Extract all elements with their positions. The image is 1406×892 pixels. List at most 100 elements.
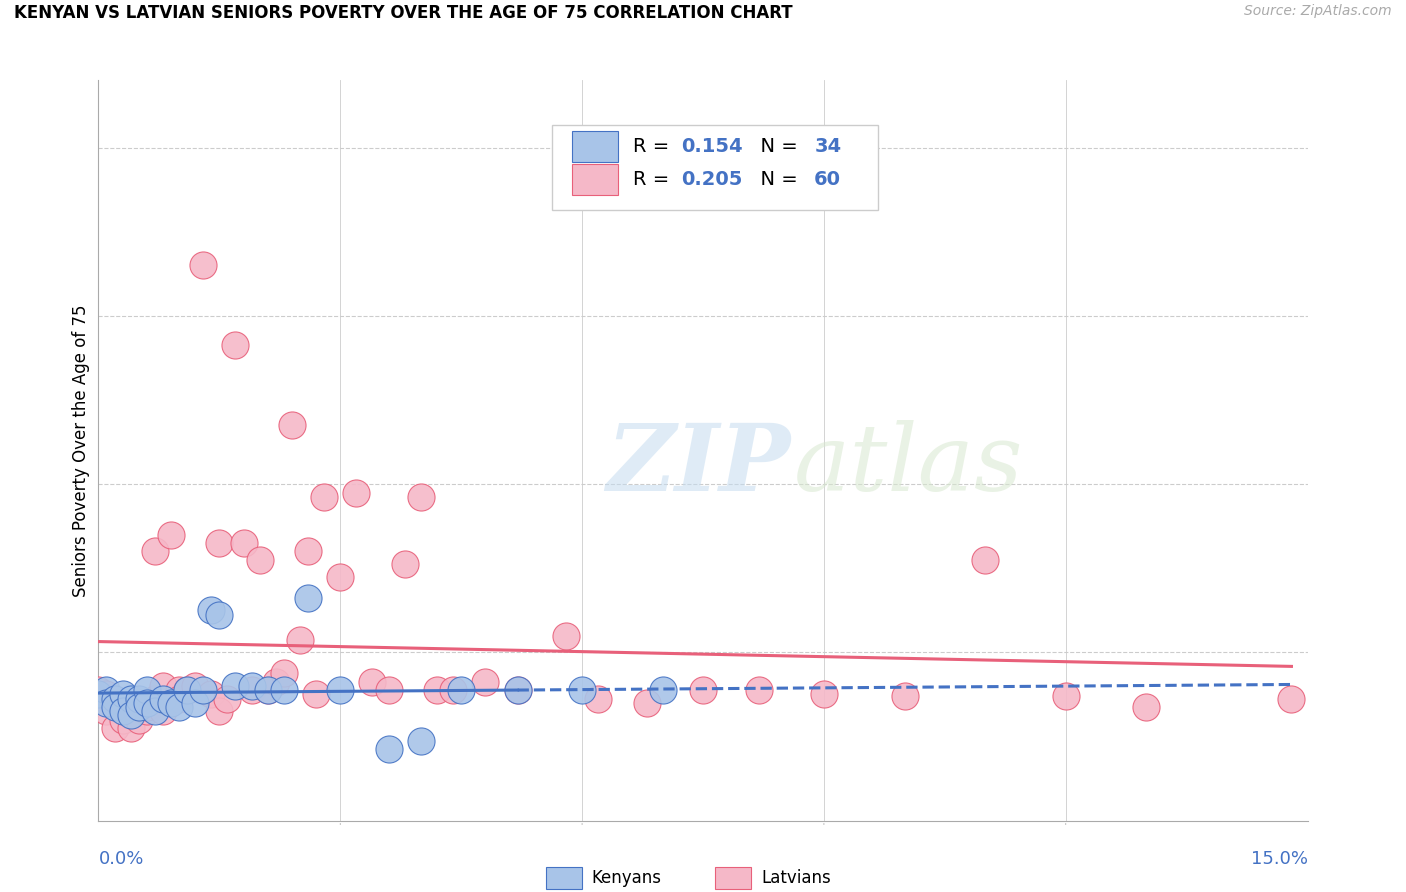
Point: [184, 679, 207, 693]
Point: [103, 696, 125, 710]
Point: [636, 696, 658, 710]
Point: [120, 691, 142, 706]
Point: [506, 683, 529, 698]
Point: [143, 704, 166, 718]
Point: [184, 696, 207, 710]
Text: 0.205: 0.205: [682, 170, 742, 189]
Point: [224, 338, 246, 352]
Point: [176, 683, 198, 698]
Point: [409, 733, 432, 747]
Point: [111, 700, 134, 714]
Point: [240, 683, 263, 698]
Text: N =: N =: [748, 170, 804, 189]
Text: Latvians: Latvians: [761, 870, 831, 888]
Point: [208, 704, 231, 718]
Point: [176, 683, 198, 698]
Point: [143, 544, 166, 558]
FancyBboxPatch shape: [572, 130, 619, 161]
Point: [288, 632, 311, 647]
Point: [1135, 700, 1157, 714]
Point: [208, 607, 231, 622]
Point: [450, 683, 472, 698]
Text: N =: N =: [748, 136, 804, 156]
Point: [361, 674, 384, 689]
Point: [96, 704, 118, 718]
Point: [103, 691, 125, 706]
Point: [152, 679, 174, 693]
Point: [329, 569, 352, 583]
Point: [143, 691, 166, 706]
Point: [474, 674, 496, 689]
FancyBboxPatch shape: [551, 125, 879, 210]
Point: [813, 688, 835, 702]
Point: [96, 696, 118, 710]
Point: [103, 721, 125, 735]
Point: [128, 700, 150, 714]
Point: [111, 704, 134, 718]
Point: [297, 591, 319, 605]
FancyBboxPatch shape: [572, 164, 619, 195]
Point: [87, 688, 110, 702]
Point: [1054, 689, 1077, 703]
Point: [160, 696, 183, 710]
Point: [167, 700, 190, 714]
Point: [152, 704, 174, 718]
Point: [167, 683, 190, 698]
Point: [441, 683, 464, 698]
Point: [120, 708, 142, 723]
Point: [96, 688, 118, 702]
Point: [193, 683, 215, 698]
Point: [571, 683, 593, 698]
Point: [692, 683, 714, 698]
Point: [135, 704, 157, 718]
Point: [152, 691, 174, 706]
Point: [305, 688, 328, 702]
Text: Kenyans: Kenyans: [592, 870, 662, 888]
Y-axis label: Seniors Poverty Over the Age of 75: Seniors Poverty Over the Age of 75: [72, 304, 90, 597]
FancyBboxPatch shape: [716, 867, 751, 889]
Point: [103, 700, 125, 714]
Point: [135, 696, 157, 710]
Text: R =: R =: [633, 136, 675, 156]
Point: [167, 691, 190, 706]
Point: [120, 708, 142, 723]
Text: 15.0%: 15.0%: [1250, 850, 1308, 868]
Point: [555, 628, 578, 642]
Point: [273, 683, 295, 698]
Point: [426, 683, 449, 698]
Point: [264, 674, 287, 689]
Point: [297, 544, 319, 558]
Point: [1281, 691, 1303, 706]
Text: 0.154: 0.154: [682, 136, 742, 156]
Point: [111, 688, 134, 702]
Point: [377, 742, 399, 756]
Point: [135, 683, 157, 698]
Point: [193, 259, 215, 273]
Point: [506, 683, 529, 698]
Point: [128, 691, 150, 706]
Point: [87, 683, 110, 698]
Point: [256, 683, 278, 698]
Point: [111, 713, 134, 727]
Point: [974, 553, 997, 567]
Point: [208, 536, 231, 550]
Text: atlas: atlas: [793, 420, 1024, 510]
Point: [135, 700, 157, 714]
Point: [281, 418, 304, 433]
Text: Source: ZipAtlas.com: Source: ZipAtlas.com: [1244, 4, 1392, 19]
Point: [377, 683, 399, 698]
Point: [160, 527, 183, 541]
Point: [200, 603, 222, 617]
Point: [651, 683, 673, 698]
Point: [120, 721, 142, 735]
Text: 60: 60: [814, 170, 841, 189]
Point: [217, 691, 239, 706]
Text: ZIP: ZIP: [606, 420, 790, 510]
Point: [314, 490, 336, 504]
Point: [586, 691, 609, 706]
Point: [249, 553, 271, 567]
Text: 34: 34: [814, 136, 841, 156]
Point: [344, 485, 367, 500]
Point: [240, 679, 263, 693]
Text: 0.0%: 0.0%: [98, 850, 143, 868]
